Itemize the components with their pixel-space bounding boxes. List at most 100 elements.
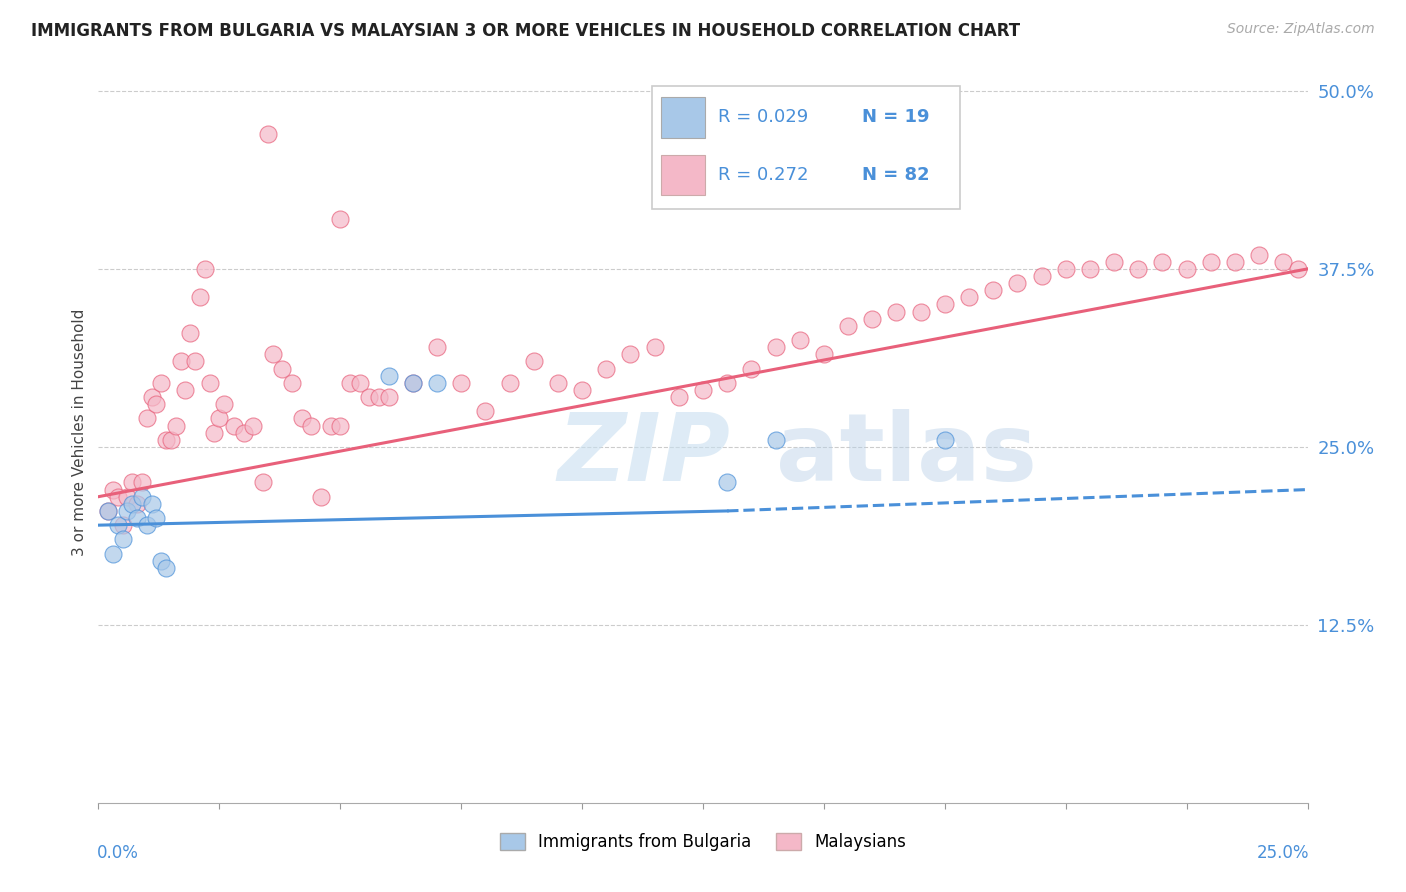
- Point: [619, 347, 641, 361]
- Point: [789, 333, 811, 347]
- Point: [349, 376, 371, 390]
- Point: [179, 326, 201, 340]
- Point: [377, 390, 399, 404]
- Point: [145, 511, 167, 525]
- Point: [194, 261, 217, 276]
- Point: [127, 511, 149, 525]
- Point: [426, 340, 449, 354]
- Point: [886, 304, 908, 318]
- Point: [765, 340, 787, 354]
- Text: 25.0%: 25.0%: [1257, 844, 1309, 862]
- Point: [1272, 254, 1295, 268]
- Point: [97, 504, 120, 518]
- Point: [450, 376, 472, 390]
- Point: [339, 376, 361, 390]
- Point: [368, 390, 391, 404]
- Point: [111, 518, 134, 533]
- Point: [141, 390, 163, 404]
- Point: [188, 290, 211, 304]
- Point: [1286, 261, 1309, 276]
- Point: [547, 376, 569, 390]
- Point: [860, 311, 883, 326]
- Point: [498, 376, 520, 390]
- Y-axis label: 3 or more Vehicles in Household: 3 or more Vehicles in Household: [72, 309, 87, 557]
- Point: [121, 497, 143, 511]
- Point: [1152, 254, 1174, 268]
- Point: [1128, 261, 1150, 276]
- Point: [174, 383, 197, 397]
- Point: [1007, 276, 1029, 290]
- Point: [1249, 247, 1271, 261]
- Point: [329, 212, 352, 227]
- Point: [571, 383, 593, 397]
- Point: [208, 411, 231, 425]
- Point: [1054, 261, 1077, 276]
- Point: [150, 554, 173, 568]
- Point: [910, 304, 932, 318]
- Point: [101, 483, 124, 497]
- Point: [329, 418, 352, 433]
- Point: [121, 475, 143, 490]
- Point: [135, 518, 157, 533]
- Point: [160, 433, 183, 447]
- Point: [155, 433, 177, 447]
- Point: [523, 354, 546, 368]
- Point: [141, 497, 163, 511]
- Point: [716, 376, 738, 390]
- Point: [127, 497, 149, 511]
- Point: [957, 290, 980, 304]
- Point: [668, 390, 690, 404]
- Point: [131, 490, 153, 504]
- Point: [1199, 254, 1222, 268]
- Point: [934, 433, 956, 447]
- Point: [107, 518, 129, 533]
- Text: Source: ZipAtlas.com: Source: ZipAtlas.com: [1227, 22, 1375, 37]
- Point: [319, 418, 342, 433]
- Point: [426, 376, 449, 390]
- Point: [198, 376, 221, 390]
- Point: [212, 397, 235, 411]
- Point: [111, 533, 134, 547]
- Point: [1031, 268, 1053, 283]
- Point: [644, 340, 666, 354]
- Point: [1223, 254, 1246, 268]
- Point: [359, 390, 381, 404]
- Point: [222, 418, 245, 433]
- Point: [232, 425, 254, 440]
- Point: [271, 361, 294, 376]
- Point: [131, 475, 153, 490]
- Point: [169, 354, 191, 368]
- Point: [981, 283, 1004, 297]
- Point: [165, 418, 187, 433]
- Point: [262, 347, 284, 361]
- Text: atlas: atlas: [776, 409, 1036, 500]
- Point: [934, 297, 956, 311]
- Point: [309, 490, 332, 504]
- Point: [184, 354, 207, 368]
- Point: [145, 397, 167, 411]
- Point: [402, 376, 425, 390]
- Point: [1102, 254, 1125, 268]
- Point: [252, 475, 274, 490]
- Point: [155, 561, 177, 575]
- Point: [97, 504, 120, 518]
- Point: [204, 425, 226, 440]
- Point: [474, 404, 496, 418]
- Point: [290, 411, 312, 425]
- Point: [101, 547, 124, 561]
- Point: [716, 475, 738, 490]
- Legend: Immigrants from Bulgaria, Malaysians: Immigrants from Bulgaria, Malaysians: [494, 826, 912, 857]
- Text: ZIP: ZIP: [558, 409, 731, 500]
- Text: IMMIGRANTS FROM BULGARIA VS MALAYSIAN 3 OR MORE VEHICLES IN HOUSEHOLD CORRELATIO: IMMIGRANTS FROM BULGARIA VS MALAYSIAN 3 …: [31, 22, 1021, 40]
- Point: [692, 383, 714, 397]
- Point: [740, 361, 762, 376]
- Point: [135, 411, 157, 425]
- Point: [256, 127, 278, 141]
- Point: [281, 376, 304, 390]
- Point: [107, 490, 129, 504]
- Point: [813, 347, 835, 361]
- Point: [117, 490, 139, 504]
- Text: 0.0%: 0.0%: [97, 844, 139, 862]
- Point: [117, 504, 139, 518]
- Point: [242, 418, 264, 433]
